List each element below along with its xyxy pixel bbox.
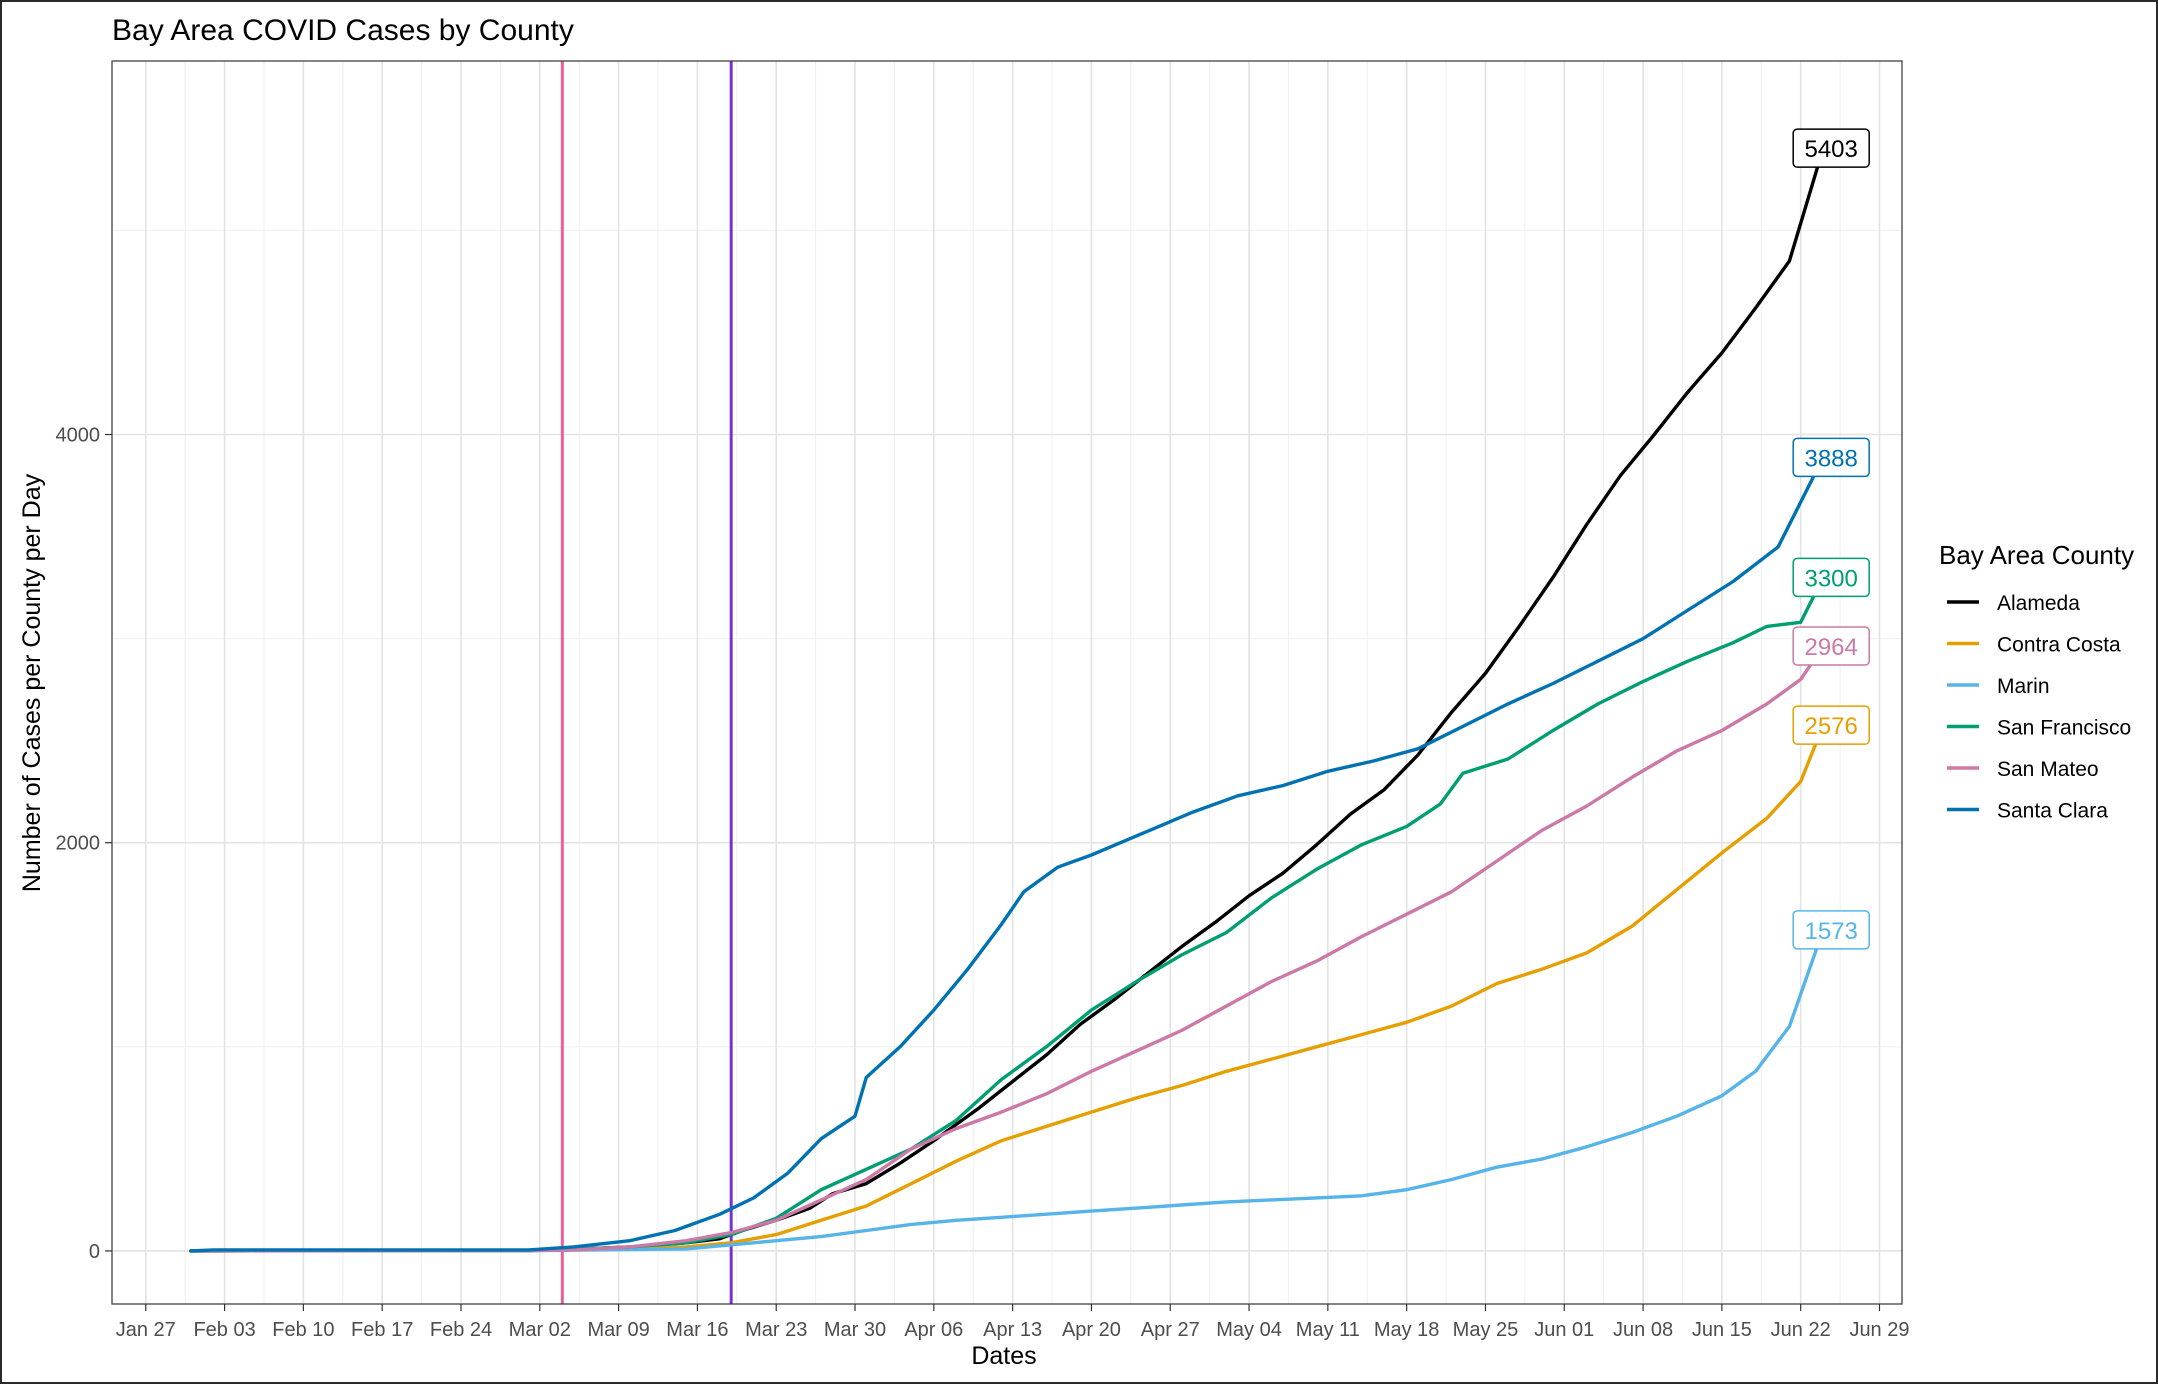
x-tick-label: Mar 23 <box>745 1319 807 1341</box>
end-label-box <box>1792 910 1870 950</box>
legend-label: San Francisco <box>1997 717 2131 740</box>
end-label-san-francisco: 3300 <box>1792 557 1870 598</box>
legend-label: Contra Costa <box>1997 634 2121 657</box>
y-tick-label: 0 <box>89 1241 100 1263</box>
x-tick-label: May 25 <box>1453 1319 1519 1341</box>
x-tick-label: Jun 01 <box>1534 1319 1594 1341</box>
y-axis-ticks: 0 2000 4000 <box>56 425 112 1263</box>
x-tick-label: Apr 06 <box>904 1319 963 1341</box>
end-label-box <box>1792 557 1870 598</box>
x-tick-label: Jun 22 <box>1771 1319 1831 1341</box>
x-tick-label: Mar 30 <box>824 1319 886 1341</box>
x-tick-label: Apr 27 <box>1141 1319 1200 1341</box>
chart-title: Bay Area COVID Cases by County <box>112 14 574 47</box>
legend-label: San Mateo <box>1997 758 2099 781</box>
legend-title: Bay Area County <box>1939 540 2134 570</box>
series-line-san-mateo <box>189 644 1825 1253</box>
x-tick-label: Jun 29 <box>1849 1319 1909 1341</box>
x-tick-label: Feb 03 <box>193 1319 255 1341</box>
major-gridlines <box>112 61 1902 1304</box>
end-label-text: 3888 <box>1804 445 1857 472</box>
x-tick-label: Mar 16 <box>666 1319 728 1341</box>
legend-label: Santa Clara <box>1997 800 2108 823</box>
minor-gridlines <box>112 61 1902 1304</box>
series-line-contra-costa <box>189 723 1825 1253</box>
end-label-marin: 1573 <box>1792 910 1870 950</box>
end-label-alameda: 5403 <box>1792 128 1870 168</box>
end-label-text: 2964 <box>1804 634 1857 661</box>
y-tick-label: 4000 <box>56 425 101 447</box>
y-axis-title: Number of Cases per County per Day <box>18 473 46 892</box>
x-tick-label: Jun 15 <box>1692 1319 1752 1341</box>
legend: Bay Area County Alameda Contra Costa Marin… <box>1939 540 2134 823</box>
x-tick-label: Feb 17 <box>351 1319 413 1341</box>
series-line-marin <box>189 928 1825 1253</box>
x-tick-label: Apr 20 <box>1062 1319 1121 1341</box>
end-label-santa-clara: 3888 <box>1792 437 1870 478</box>
legend-label: Marin <box>1997 675 2050 698</box>
panel-border <box>111 60 1903 1305</box>
x-axis-title: Dates <box>971 1342 1036 1370</box>
end-label-box <box>1792 705 1870 745</box>
x-tick-label: May 04 <box>1216 1319 1282 1341</box>
x-tick-label: Mar 02 <box>509 1319 571 1341</box>
end-label-san-mateo: 2964 <box>1792 626 1870 666</box>
x-tick-label: Feb 10 <box>272 1319 334 1341</box>
x-tick-label: Apr 13 <box>983 1319 1042 1341</box>
legend-label: Alameda <box>1997 592 2080 615</box>
x-tick-label: Jun 08 <box>1613 1319 1673 1341</box>
end-label-box <box>1792 128 1870 168</box>
x-tick-label: Jan 27 <box>116 1319 176 1341</box>
end-label-text: 1573 <box>1804 918 1857 945</box>
x-tick-label: May 11 <box>1296 1319 1360 1341</box>
x-tick-label: Feb 24 <box>430 1319 492 1341</box>
end-labels: 5403 2576 1573 3300 2964 3888 <box>1792 128 1870 950</box>
end-label-box <box>1792 626 1870 666</box>
reference-lines <box>560 61 733 1304</box>
end-label-contra-costa: 2576 <box>1792 705 1870 745</box>
series-line-santa-clara <box>189 455 1825 1253</box>
x-tick-label: May 18 <box>1374 1319 1440 1341</box>
series-lines <box>189 146 1825 1253</box>
x-tick-label: Mar 09 <box>587 1319 649 1341</box>
end-label-text: 5403 <box>1804 136 1857 163</box>
end-label-text: 3300 <box>1804 565 1857 592</box>
end-label-box <box>1792 437 1870 478</box>
y-tick-label: 2000 <box>56 833 101 855</box>
end-label-text: 2576 <box>1804 713 1857 740</box>
panel-background <box>112 61 1902 1304</box>
x-axis-ticks: Jan 27 Feb 03 Feb 10 Feb 17 Feb 24 Mar 02 Mar … <box>116 1304 1910 1341</box>
